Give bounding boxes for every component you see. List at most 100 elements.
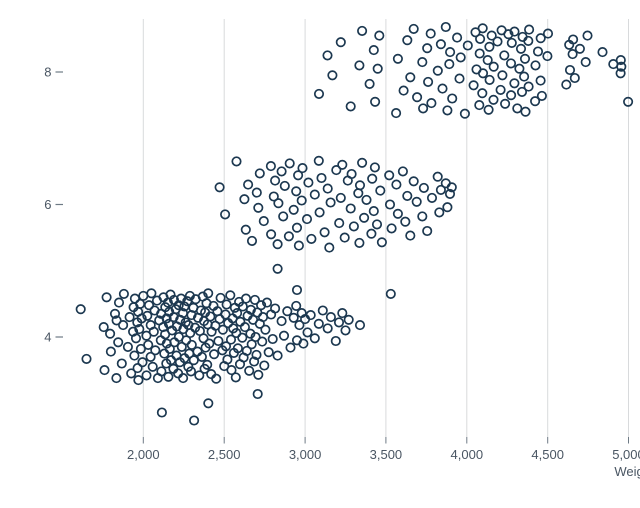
data-point xyxy=(232,157,240,165)
data-point xyxy=(562,80,570,88)
x-tick-label: 4,000 xyxy=(451,447,484,462)
data-point xyxy=(324,324,332,332)
data-point xyxy=(186,329,194,337)
data-point xyxy=(293,286,301,294)
data-point xyxy=(319,306,327,314)
data-point xyxy=(290,314,298,322)
data-point xyxy=(315,320,323,328)
data-point xyxy=(347,170,355,178)
data-point xyxy=(151,346,159,354)
data-point xyxy=(147,289,155,297)
data-point xyxy=(277,317,285,325)
data-point xyxy=(424,78,432,86)
x-tick-label: 3,000 xyxy=(289,447,322,462)
data-point xyxy=(354,189,362,197)
data-point xyxy=(403,36,411,44)
data-point xyxy=(508,39,516,47)
data-point xyxy=(242,294,250,302)
x-axis-ticks xyxy=(143,437,628,444)
data-point xyxy=(231,304,239,312)
data-point xyxy=(242,226,250,234)
data-point xyxy=(274,199,282,207)
data-point xyxy=(265,348,273,356)
data-point xyxy=(350,222,358,230)
data-point xyxy=(337,194,345,202)
data-point xyxy=(510,79,518,87)
data-point xyxy=(324,184,332,192)
data-point xyxy=(160,349,168,357)
data-point xyxy=(406,73,414,81)
data-point xyxy=(507,91,515,99)
data-point xyxy=(311,334,319,342)
data-point xyxy=(118,359,126,367)
data-point xyxy=(254,371,262,379)
data-point xyxy=(114,338,122,346)
data-point xyxy=(399,167,407,175)
data-point xyxy=(277,167,285,175)
data-point xyxy=(438,84,446,92)
data-point xyxy=(446,48,454,56)
data-point xyxy=(107,347,115,355)
data-point xyxy=(413,93,421,101)
data-point xyxy=(131,294,139,302)
data-point xyxy=(418,58,426,66)
data-point xyxy=(525,25,533,33)
data-point xyxy=(520,72,528,80)
data-point xyxy=(280,332,288,340)
data-point xyxy=(370,46,378,54)
data-point xyxy=(392,180,400,188)
data-point xyxy=(445,60,453,68)
data-point xyxy=(115,298,123,306)
data-point xyxy=(338,161,346,169)
data-point xyxy=(358,159,366,167)
data-point xyxy=(102,293,110,301)
data-point xyxy=(566,66,574,74)
data-point xyxy=(410,177,418,185)
data-point xyxy=(240,195,248,203)
data-point xyxy=(386,200,394,208)
data-point xyxy=(341,233,349,241)
data-point xyxy=(496,86,504,94)
data-point xyxy=(335,318,343,326)
data-point xyxy=(479,69,487,77)
data-point xyxy=(371,163,379,171)
x-tick-label: 2,000 xyxy=(127,447,160,462)
data-point xyxy=(427,99,435,107)
data-point xyxy=(453,33,461,41)
data-point xyxy=(378,238,386,246)
data-point xyxy=(226,291,234,299)
data-point xyxy=(347,204,355,212)
data-point xyxy=(524,82,532,90)
data-point xyxy=(484,106,492,114)
y-tick-label: 8 xyxy=(44,65,51,80)
data-point xyxy=(285,232,293,240)
data-point xyxy=(320,228,328,236)
data-point xyxy=(370,207,378,215)
x-tick-label: 4,500 xyxy=(531,447,564,462)
data-point xyxy=(475,101,483,109)
data-point xyxy=(478,89,486,97)
data-point xyxy=(521,108,529,116)
x-tick-label: 5,000 xyxy=(612,447,640,462)
data-point xyxy=(190,416,198,424)
data-point xyxy=(457,53,465,61)
data-point xyxy=(273,265,281,273)
data-point xyxy=(469,81,477,89)
data-point xyxy=(327,313,335,321)
data-point xyxy=(374,65,382,73)
data-point xyxy=(119,321,127,329)
data-point xyxy=(124,343,132,351)
data-point xyxy=(204,399,212,407)
data-point xyxy=(394,210,402,218)
data-point xyxy=(500,51,508,59)
data-point xyxy=(455,74,463,82)
y-tick-label: 6 xyxy=(44,197,51,212)
data-point xyxy=(149,363,157,371)
data-point xyxy=(513,104,521,112)
data-point xyxy=(260,361,268,369)
data-point xyxy=(281,182,289,190)
data-point xyxy=(315,208,323,216)
data-point xyxy=(490,63,498,71)
data-point xyxy=(501,100,509,108)
